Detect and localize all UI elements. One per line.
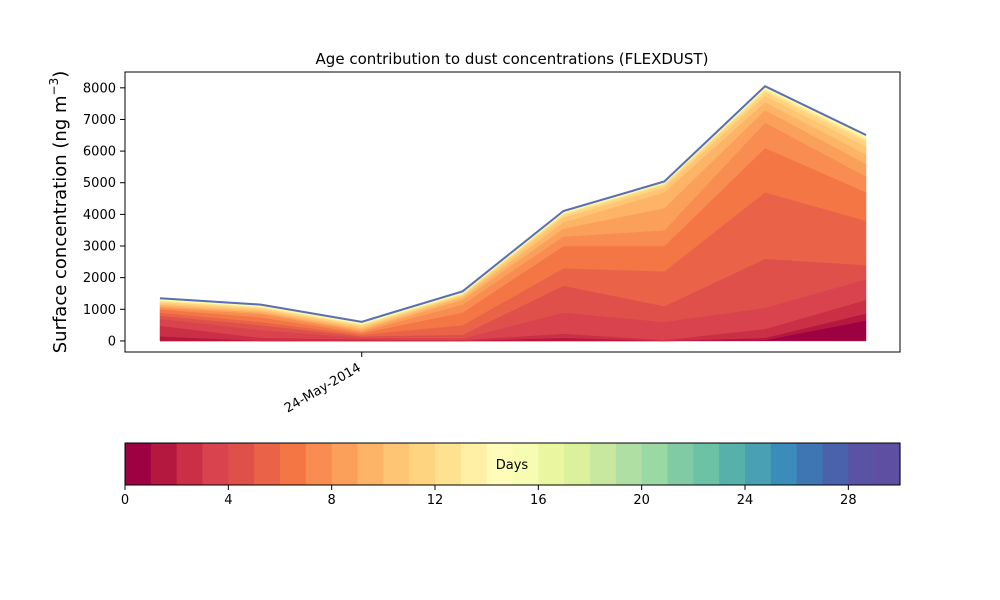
colorbar-segment-23 [719,443,746,485]
y-tick-label: 5000 [83,176,116,191]
colorbar-segment-24 [745,443,772,485]
colorbar-segment-8 [331,443,359,485]
colorbar-tick-label: 12 [427,493,444,508]
y-tick-label: 6000 [83,145,116,160]
colorbar-tick-label: 20 [633,493,650,508]
colorbar-tick-label: 16 [530,493,547,508]
colorbar-tick-label: 0 [121,493,129,508]
colorbar-segment-20 [641,443,669,485]
colorbar-segment-18 [590,443,617,485]
colorbar [125,443,901,485]
colorbar-frame [124,442,901,486]
colorbar-segment-21 [667,443,694,485]
y-tick-label: 7000 [83,113,116,128]
colorbar-segment-9 [357,443,384,485]
colorbar-segment-2 [176,443,204,485]
colorbar-segment-7 [305,443,333,485]
colorbar-segment-22 [693,443,720,485]
colorbar-segment-13 [460,443,488,485]
colorbar-segment-17 [564,443,591,485]
chart-title: Age contribution to dust concentrations … [316,50,709,68]
total-concentration-line [159,84,867,323]
y-tick-label: 8000 [83,81,116,96]
colorbar-segment-26 [796,443,824,485]
colorbar-segment-4 [228,443,255,485]
y-axis-label-close: ) [50,71,71,78]
colorbar-segment-0 [125,443,152,485]
colorbar-label: Days [496,458,529,473]
colorbar-segment-3 [202,443,229,485]
x-tick-label: 24-May-2014 [282,360,364,416]
plot-frame [124,71,901,353]
colorbar-segment-11 [409,443,436,485]
colorbar-segment-27 [822,443,849,485]
x-axis: 24-May-2014 [282,352,364,416]
y-tick-label: 2000 [83,271,116,286]
y-tick-label: 0 [108,334,116,349]
colorbar-segment-10 [383,443,410,485]
colorbar-segment-28 [848,443,875,485]
colorbar-ticks: 0 4 8 12 16 20 24 28 [121,485,857,508]
colorbar-tick-label: 8 [328,493,336,508]
colorbar-segment-16 [538,443,565,485]
y-axis-label: Surface concentration (ng m−3) [47,71,71,354]
colorbar-segment-6 [280,443,307,485]
y-tick-label: 4000 [83,208,116,223]
stacked-area-layers [159,85,867,342]
colorbar-tick-label: 4 [224,493,232,508]
colorbar-tick-label: 28 [840,493,857,508]
y-tick-label: 3000 [83,240,116,255]
colorbar-segment-1 [150,443,178,485]
colorbar-segment-12 [435,443,462,485]
colorbar-segment-15 [512,443,539,485]
y-axis-label-exponent: −3 [47,78,61,96]
colorbar-segment-14 [486,443,514,485]
y-axis-label-main: Surface concentration (ng m [50,95,71,353]
colorbar-tick-label: 24 [737,493,754,508]
y-axis: 0 1000 2000 3000 4000 5000 6000 7000 8000 [83,81,125,349]
y-tick-label: 1000 [83,303,116,318]
colorbar-segment-19 [615,443,643,485]
colorbar-segment-29 [874,443,901,485]
colorbar-segment-25 [770,443,798,485]
colorbar-segment-5 [254,443,281,485]
